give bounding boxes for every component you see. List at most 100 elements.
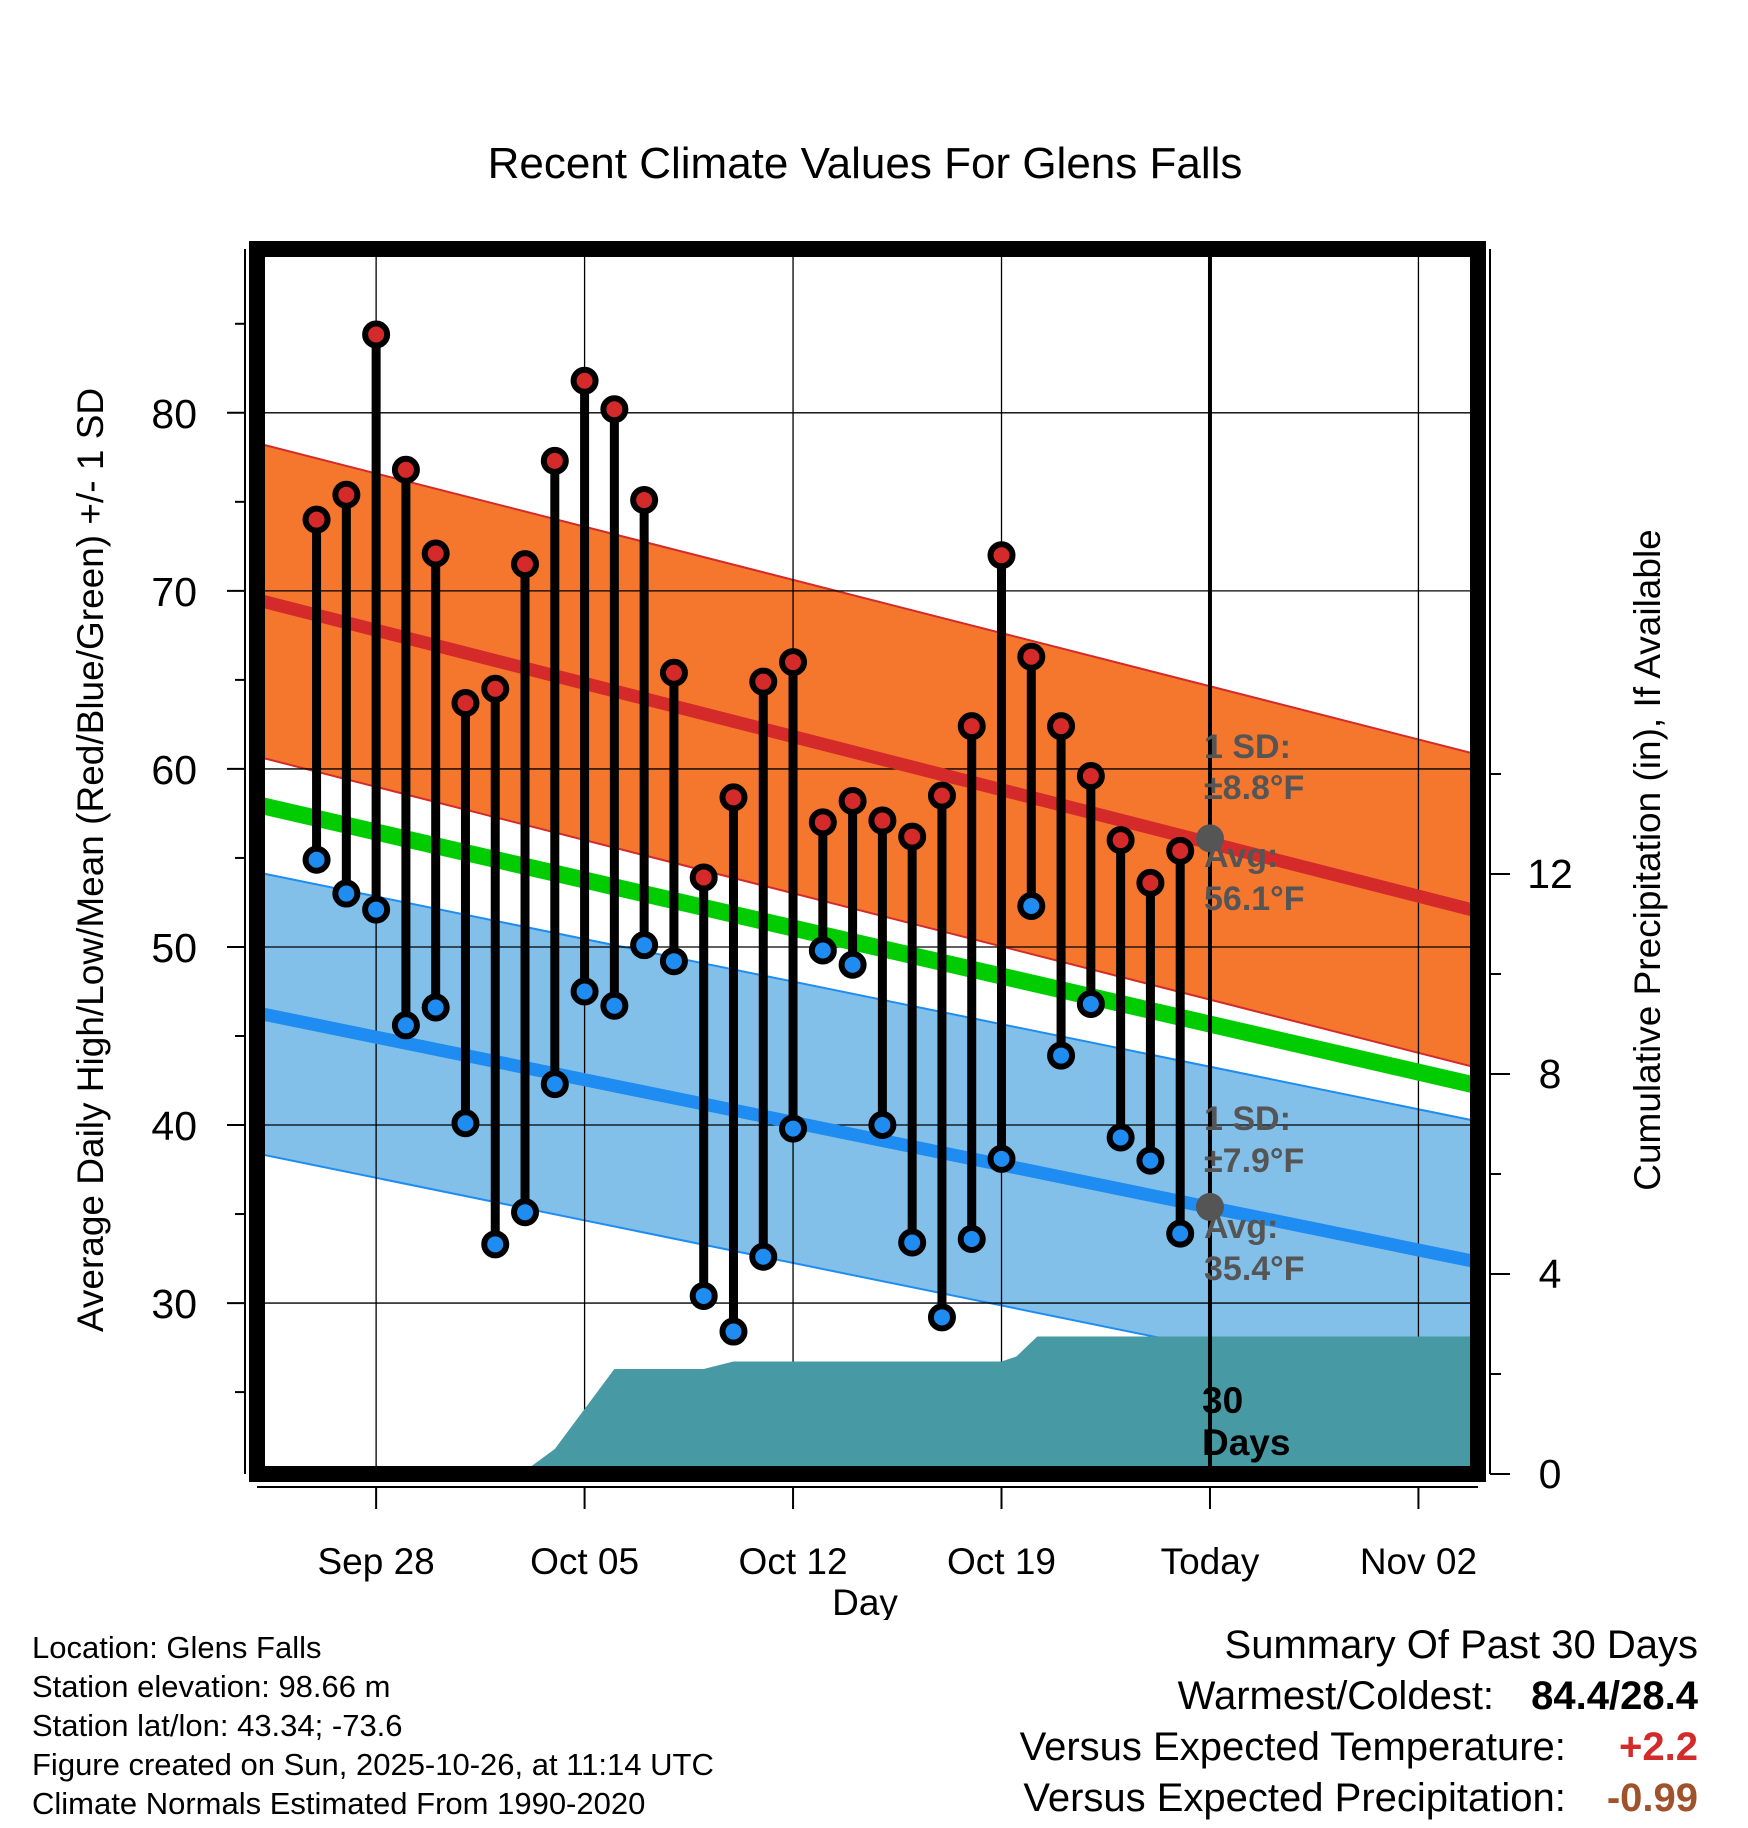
normal-low-line bbox=[257, 1006, 1478, 1269]
warmest-value: 84.4/28.4 bbox=[1531, 1674, 1698, 1718]
daily-high-point bbox=[957, 712, 986, 741]
daily-low-point bbox=[421, 993, 450, 1022]
location-text: Location: Glens Falls bbox=[32, 1630, 322, 1665]
daily-low-point bbox=[868, 1111, 897, 1140]
daily-high-point bbox=[302, 505, 331, 534]
daily-low-point bbox=[1076, 989, 1105, 1018]
elevation-text: Station elevation: 98.66 m bbox=[32, 1669, 391, 1704]
daily-high-point bbox=[749, 667, 778, 696]
summary-warmest-row: Warmest/Coldest: 84.4/28.4 bbox=[1020, 1671, 1698, 1722]
normals-text: Climate Normals Estimated From 1990-2020 bbox=[32, 1786, 646, 1821]
daily-high-point bbox=[481, 674, 510, 703]
band-edge-line bbox=[257, 442, 1478, 756]
daily-low-point bbox=[1106, 1123, 1135, 1152]
left-tick-label: 50 bbox=[151, 925, 197, 971]
today-high-annotation: 1 SD: ±8.8°F Avg: 56.1°F bbox=[1204, 728, 1305, 918]
daily-low-point bbox=[689, 1281, 718, 1310]
daily-low-point bbox=[1166, 1219, 1195, 1248]
summary-title: Summary Of Past 30 Days bbox=[1224, 1623, 1698, 1667]
daily-high-point bbox=[659, 658, 688, 687]
today-normal-low-dot bbox=[1195, 1192, 1224, 1221]
x-tick-label: Oct 05 bbox=[530, 1541, 639, 1582]
daily-high-point bbox=[1017, 642, 1046, 671]
today-low-annotation: 1 SD: ±7.9°F Avg: 35.4°F bbox=[1204, 1100, 1305, 1288]
x-axis-label: Day bbox=[832, 1582, 898, 1620]
cumulative-precip-area bbox=[519, 1336, 1478, 1474]
summary-panel: Summary Of Past 30 Days Warmest/Coldest:… bbox=[1020, 1620, 1698, 1824]
daily-low-point bbox=[362, 895, 391, 924]
low-sd-value: ±7.9°F bbox=[1204, 1142, 1304, 1180]
daily-low-point bbox=[749, 1242, 778, 1271]
daily-low-point bbox=[302, 845, 331, 874]
daily-high-point bbox=[927, 781, 956, 810]
daily-high-point bbox=[570, 366, 599, 395]
band-edge-line bbox=[257, 871, 1478, 1123]
created-text: Figure created on Sun, 2025-10-26, at 11… bbox=[32, 1747, 714, 1782]
daily-high-point bbox=[1047, 712, 1076, 741]
daily-low-point bbox=[808, 936, 837, 965]
daily-high-point bbox=[362, 320, 391, 349]
daily-high-point bbox=[987, 541, 1016, 570]
daily-high-point bbox=[332, 480, 361, 509]
y2-axis-label: Cumulative Precipitation (in), If Availa… bbox=[1627, 529, 1668, 1191]
daily-high-point bbox=[719, 783, 748, 812]
daily-low-point bbox=[927, 1303, 956, 1332]
plot-frame bbox=[249, 241, 1486, 1482]
period-length-label-2: Days bbox=[1202, 1422, 1290, 1463]
today-normal-high-dot bbox=[1195, 824, 1224, 853]
x-tick-label: Oct 12 bbox=[739, 1541, 848, 1582]
x-tick-label: Today bbox=[1161, 1541, 1260, 1582]
latlon-text: Station lat/lon: 43.34; -73.6 bbox=[32, 1708, 403, 1743]
precip-departure-value: -0.99 bbox=[1606, 1776, 1698, 1820]
high-avg-value: 56.1°F bbox=[1204, 880, 1305, 918]
daily-high-point bbox=[540, 446, 569, 475]
daily-high-point bbox=[391, 455, 420, 484]
daily-range-stems bbox=[312, 334, 1185, 1332]
high-sd-value: ±8.8°F bbox=[1204, 769, 1304, 807]
normal-mean-line bbox=[257, 796, 1478, 1095]
daily-high-point bbox=[1106, 826, 1135, 855]
high-sd-label: 1 SD: bbox=[1204, 728, 1291, 766]
daily-low-point bbox=[600, 991, 629, 1020]
daily-high-point bbox=[511, 550, 540, 579]
low-sd-label: 1 SD: bbox=[1204, 1100, 1291, 1138]
daily-high-point bbox=[868, 806, 897, 835]
daily-high-point bbox=[898, 822, 927, 851]
right-tick-label: 4 bbox=[1539, 1251, 1562, 1297]
precip-label: Versus Expected Precipitation: bbox=[1023, 1776, 1566, 1820]
daily-low-point bbox=[511, 1198, 540, 1227]
x-axis: Sep 28 Oct 05 Oct 12 Oct 19 Today Nov 02 bbox=[257, 1486, 1478, 1582]
right-tick-label: 0 bbox=[1539, 1451, 1562, 1497]
daily-low-point bbox=[838, 950, 867, 979]
daily-low-point bbox=[1017, 892, 1046, 921]
daily-low-point bbox=[1136, 1146, 1165, 1175]
daily-low-point bbox=[957, 1224, 986, 1253]
left-tick-label: 40 bbox=[151, 1103, 197, 1149]
left-y-axis: 30 40 50 60 70 80 bbox=[151, 249, 246, 1474]
daily-high-point bbox=[689, 863, 718, 892]
left-tick-label: 60 bbox=[151, 747, 197, 793]
left-tick-label: 80 bbox=[151, 391, 197, 437]
daily-low-point bbox=[630, 931, 659, 960]
x-tick-label: Sep 28 bbox=[317, 1541, 434, 1582]
daily-low-point bbox=[719, 1317, 748, 1346]
daily-low-point bbox=[779, 1114, 808, 1143]
daily-low-point bbox=[332, 879, 361, 908]
low-avg-value: 35.4°F bbox=[1204, 1250, 1305, 1288]
daily-high-point bbox=[808, 808, 837, 837]
daily-low-point bbox=[481, 1230, 510, 1259]
daily-high-point bbox=[1076, 762, 1105, 791]
temp-label: Versus Expected Temperature: bbox=[1019, 1725, 1566, 1769]
daily-low-point bbox=[1047, 1041, 1076, 1070]
chart-title: Recent Climate Values For Glens Falls bbox=[488, 139, 1243, 188]
y-axis-label: Average Daily High/Low/Mean (Red/Blue/Gr… bbox=[70, 388, 111, 1332]
normal-high-line bbox=[257, 593, 1478, 918]
summary-temp-row: Versus Expected Temperature: +2.2 bbox=[1020, 1722, 1698, 1773]
daily-high-point bbox=[630, 486, 659, 515]
right-tick-label: 12 bbox=[1527, 851, 1573, 897]
daily-low-point bbox=[659, 947, 688, 976]
daily-value-points bbox=[302, 320, 1195, 1346]
daily-low-point bbox=[540, 1070, 569, 1099]
daily-high-point bbox=[779, 648, 808, 677]
warmest-label: Warmest/Coldest: bbox=[1177, 1674, 1495, 1718]
